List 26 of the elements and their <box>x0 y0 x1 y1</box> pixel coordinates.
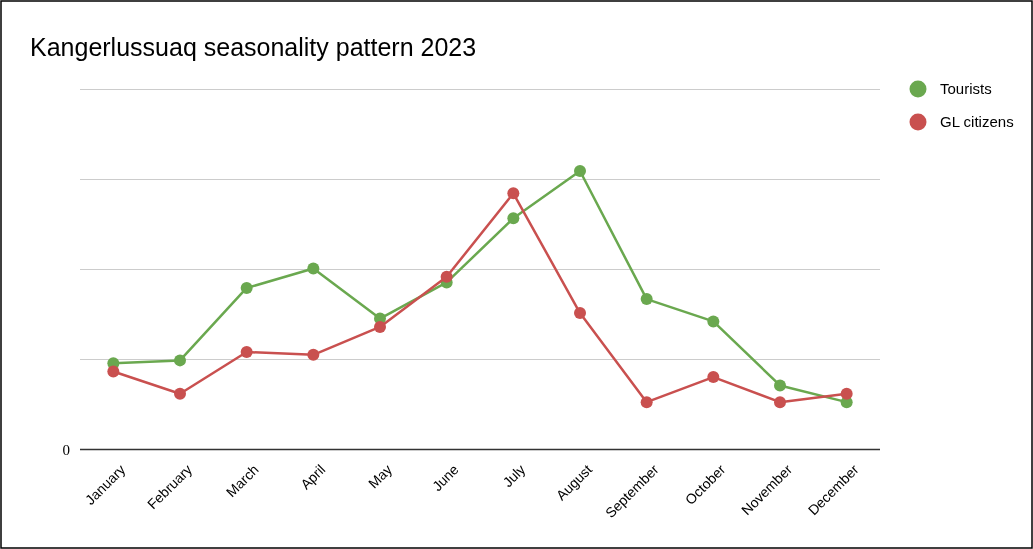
point <box>307 348 320 361</box>
x-tick-label: May <box>365 461 396 492</box>
point <box>707 371 720 384</box>
point <box>574 307 586 320</box>
legend-label: Tourists <box>940 80 992 98</box>
point <box>574 165 586 177</box>
point <box>307 262 320 275</box>
point <box>640 396 653 409</box>
legend-label: GL citizens <box>940 113 1014 131</box>
point <box>774 396 786 409</box>
point <box>107 365 120 378</box>
point <box>840 387 853 400</box>
point <box>440 270 453 283</box>
text: 0 <box>62 441 70 458</box>
point <box>240 281 253 294</box>
chart-title: Kangerlussuaq seasonality pattern 2023 <box>30 33 477 61</box>
point <box>507 212 520 225</box>
point <box>507 187 520 200</box>
point <box>640 293 653 306</box>
point <box>374 320 386 333</box>
point <box>707 315 720 328</box>
point <box>240 346 253 359</box>
point <box>174 387 186 400</box>
x-tick-label: July <box>499 461 529 491</box>
point <box>174 354 186 367</box>
point <box>774 379 786 392</box>
